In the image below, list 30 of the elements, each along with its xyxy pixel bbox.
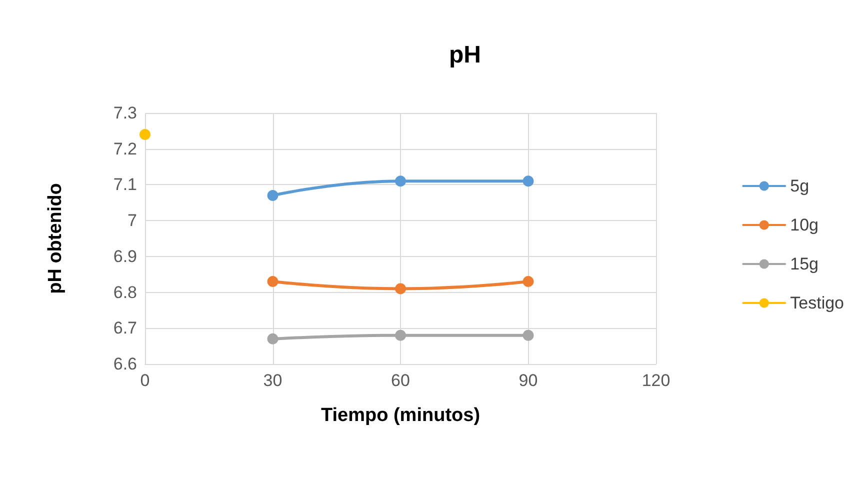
point	[522, 330, 534, 341]
x-axis-title: Tiempo (minutos)	[320, 405, 480, 426]
point	[395, 330, 406, 341]
legend-label: Testigo	[790, 294, 844, 312]
x-tick-label: 0	[140, 371, 150, 390]
x-tick-label: 60	[391, 371, 410, 390]
y-tick-label: 7.3	[113, 104, 137, 122]
y-tick-label: 6.7	[113, 318, 137, 338]
x-tick-label: 30	[263, 371, 282, 390]
x-tick-label: 120	[642, 371, 670, 390]
point	[267, 190, 278, 201]
y-tick-label: 7.2	[113, 139, 137, 158]
y-axis-title: pH obtenido	[45, 183, 66, 294]
point	[267, 276, 278, 288]
point	[395, 176, 406, 187]
point	[267, 333, 278, 344]
y-tick-label: 6.6	[113, 354, 137, 374]
point	[522, 176, 534, 187]
point	[522, 276, 534, 288]
legend-label: 5g	[790, 176, 810, 196]
x-tick-label: 90	[518, 371, 538, 390]
y-tick-label: 6.8	[113, 282, 137, 302]
y-tick-label: 6.9	[113, 246, 137, 266]
legend-label: 10g	[790, 216, 819, 234]
chart-title: pH	[449, 42, 481, 68]
point	[140, 129, 150, 140]
point	[395, 283, 406, 294]
y-tick-label: 7.1	[113, 175, 137, 194]
y-tick-label: 7	[128, 211, 137, 230]
legend-label: 15g	[790, 254, 819, 274]
